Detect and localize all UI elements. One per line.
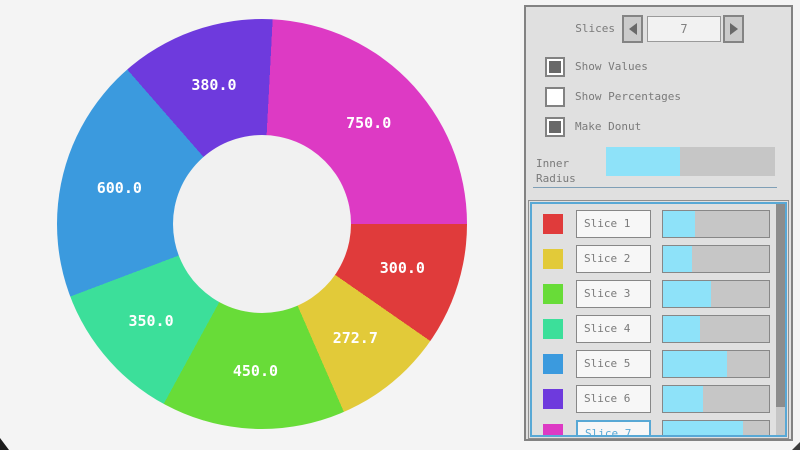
- slice-value-slider[interactable]: [662, 420, 770, 435]
- slice-color-swatch[interactable]: [543, 424, 563, 435]
- slice-value-slider-fill: [663, 386, 704, 412]
- slice-value-slider-fill: [663, 316, 701, 342]
- checkbox-label: Show Percentages: [575, 90, 681, 103]
- slices-label: Slices: [575, 22, 615, 35]
- slice-name-field[interactable]: Slice 1: [576, 210, 651, 238]
- checkbox-fill: [549, 61, 561, 73]
- slice-row: Slice 7: [532, 420, 785, 435]
- slice-value-slider[interactable]: [662, 315, 770, 343]
- slice-value-label: 450.0: [232, 361, 279, 380]
- separator-line: [533, 187, 777, 188]
- slice-row: Slice 3: [532, 280, 785, 308]
- slice-value-slider-fill: [663, 351, 727, 377]
- slice-name-field[interactable]: Slice 6: [576, 385, 651, 413]
- slice-color-swatch[interactable]: [543, 389, 563, 409]
- checkbox-fill: [549, 91, 561, 103]
- checkbox-make-donut[interactable]: [545, 117, 565, 137]
- slice-row: Slice 2: [532, 245, 785, 273]
- inner-radius-slider-fill: [606, 147, 681, 176]
- right-arrow-icon: [729, 23, 738, 35]
- slice-value-label: 272.7: [332, 328, 378, 347]
- slice-value-label: 300.0: [379, 258, 425, 277]
- slice-color-swatch[interactable]: [543, 354, 563, 374]
- slice-name-field[interactable]: Slice 2: [576, 245, 651, 273]
- slice-color-swatch[interactable]: [543, 284, 563, 304]
- slice-value-slider[interactable]: [662, 280, 770, 308]
- checkbox-row: Show Values: [545, 57, 648, 77]
- slice-value-slider[interactable]: [662, 350, 770, 378]
- checkbox-show-percentages[interactable]: [545, 87, 565, 107]
- checkbox-fill: [549, 121, 561, 133]
- checkbox-label: Show Values: [575, 60, 648, 73]
- slice-row: Slice 4: [532, 315, 785, 343]
- slice-color-swatch[interactable]: [543, 214, 563, 234]
- slice-color-swatch[interactable]: [543, 249, 563, 269]
- slice-value-label: 380.0: [191, 75, 237, 94]
- slice-value-slider[interactable]: [662, 210, 770, 238]
- slice-name-field[interactable]: Slice 5: [576, 350, 651, 378]
- donut-chart: 300.0 272.7 450.0 350.0 600.0 380.0 750.0: [57, 19, 467, 429]
- left-arrow-icon: [628, 23, 637, 35]
- scrollbar-thumb[interactable]: [776, 204, 785, 408]
- checkbox-row: Show Percentages: [545, 87, 681, 107]
- slice-row: Slice 6: [532, 385, 785, 413]
- slice-row: Slice 5: [532, 350, 785, 378]
- slices-count-field[interactable]: 7: [647, 16, 721, 42]
- checkbox-show-values[interactable]: [545, 57, 565, 77]
- slice-row: Slice 1: [532, 210, 785, 238]
- slice-list: Slice 1 Slice 2 Slice 3 Slice 4 Slice 5 Slice…: [528, 200, 789, 439]
- slice-color-swatch[interactable]: [543, 319, 563, 339]
- checkbox-row: Make Donut: [545, 117, 641, 137]
- cursor-artifact-bottom-left: [0, 438, 9, 450]
- slice-value-slider-fill: [663, 246, 692, 272]
- slice-value-label: 350.0: [128, 311, 174, 330]
- checkbox-label: Make Donut: [575, 120, 642, 133]
- inner-radius-label: Inner Radius: [536, 157, 576, 185]
- slice-value-slider[interactable]: [662, 385, 770, 413]
- cursor-artifact-bottom-right: [792, 442, 800, 450]
- control-panel: Slices 7 Show Values Show Percentages Make…: [524, 5, 793, 441]
- slices-increment-button[interactable]: [723, 15, 744, 43]
- slice-name-field[interactable]: Slice 7: [576, 420, 651, 435]
- scrollbar[interactable]: [776, 204, 785, 435]
- slice-value-slider-fill: [663, 421, 743, 435]
- slice-name-field[interactable]: Slice 3: [576, 280, 651, 308]
- slices-decrement-button[interactable]: [622, 15, 643, 43]
- inner-radius-slider[interactable]: [606, 147, 775, 176]
- slice-value-slider-fill: [663, 211, 695, 237]
- donut-hole: [173, 135, 351, 313]
- slice-name-field[interactable]: Slice 4: [576, 315, 651, 343]
- slice-value-label: 750.0: [346, 113, 392, 132]
- slice-list-viewport: Slice 1 Slice 2 Slice 3 Slice 4 Slice 5 Slice…: [530, 202, 787, 437]
- slice-value-slider[interactable]: [662, 245, 770, 273]
- slice-value-slider-fill: [663, 281, 711, 307]
- slice-value-label: 600.0: [96, 179, 142, 198]
